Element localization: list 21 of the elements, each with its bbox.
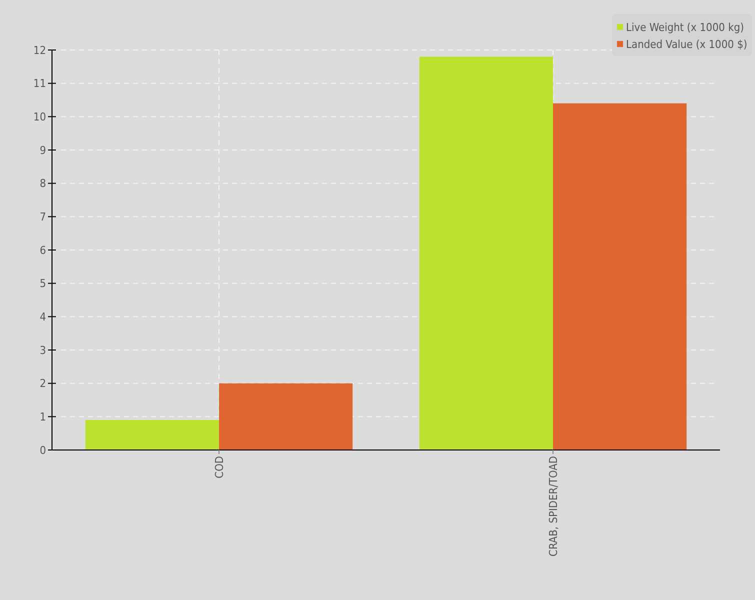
- y-tick-label: 9: [40, 144, 46, 157]
- y-tick-label: 8: [40, 177, 46, 190]
- y-tick-label: 1: [40, 410, 46, 424]
- y-tick-label: 0: [40, 444, 46, 457]
- bar: [219, 383, 353, 450]
- x-tick-label: CRAB, SPIDER/TOAD: [546, 456, 560, 556]
- x-tick-label: COD: [212, 456, 226, 478]
- legend-label: Landed Value (x 1000 $): [626, 38, 748, 51]
- y-tick-label: 12: [33, 44, 46, 57]
- y-tick-label: 11: [33, 77, 46, 90]
- y-tick-label: 6: [40, 244, 46, 257]
- y-tick-label: 7: [40, 210, 46, 224]
- bar: [85, 420, 219, 450]
- legend-label: Live Weight (x 1000 kg): [626, 20, 744, 34]
- y-tick-label: 5: [40, 277, 46, 290]
- y-tick-label: 2: [40, 377, 46, 390]
- bar: [419, 56, 553, 450]
- y-tick-label: 3: [40, 344, 46, 357]
- bar: [553, 103, 687, 450]
- y-tick-label: 10: [33, 110, 46, 124]
- y-tick-label: 4: [40, 310, 46, 324]
